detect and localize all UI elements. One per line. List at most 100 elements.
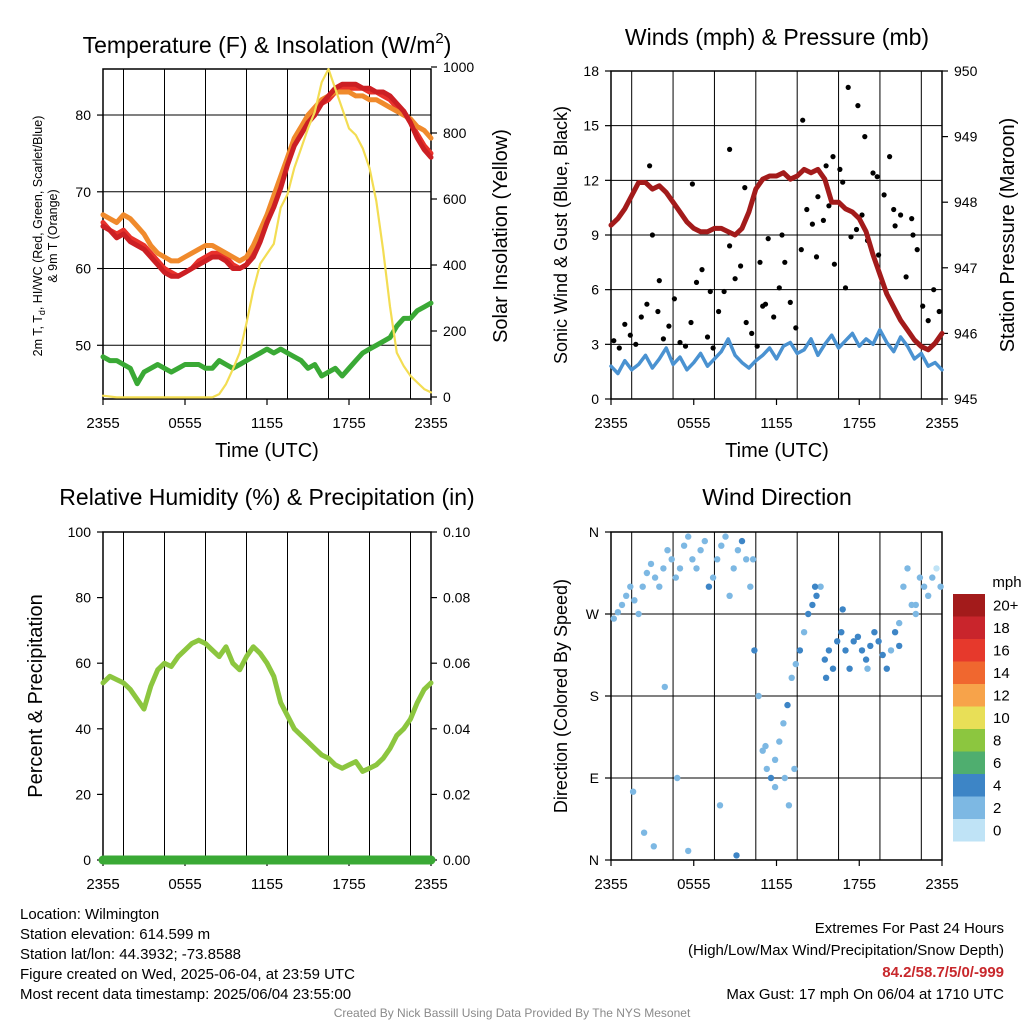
wind-direction-point [809,601,816,609]
wind-direction-point [623,592,630,599]
winds-panel: 2355 0555 1155 1755 2355 0 3 6 9 12 15 18 945 946 947 9… [551,24,1019,462]
temperature-ylabel-line2: & 9m T (Orange) [46,189,60,282]
gust-point [671,296,678,302]
wind-direction-point [651,574,659,581]
gust-point [815,194,821,200]
wind-direction-point [680,542,688,549]
gust-point [798,247,804,253]
y-tick-label-right: 0.00 [443,852,470,868]
wind-direction-point [850,638,857,645]
gust-point [910,232,916,238]
ylabel-subscript: d [37,310,47,315]
wind-direction-point [676,565,684,572]
gust-point [936,308,942,315]
y-tick-label-right: 947 [954,260,978,276]
wind-direction-point [788,674,795,681]
y-tick-label-right: 946 [954,325,978,341]
gust-point [820,217,827,223]
temperature-series-line [100,300,434,387]
wind-direction-point [839,606,846,613]
wind-direction-point [716,802,724,809]
gust-point [809,221,816,227]
wind-direction-point [661,683,668,691]
wind-direction-point [864,665,871,672]
wind-direction-point [916,574,924,581]
gust-point [633,341,639,347]
wind-direction-point [771,756,779,763]
ylabel-part: , HI/WC (Red, Green, Scarlet/Blue) [31,116,45,311]
y-tick-label: 60 [75,655,91,671]
wind-direction-point [929,574,936,581]
gust-point [649,232,656,238]
gust-point [754,343,760,349]
gust-point [771,314,777,320]
gust-point [743,319,749,326]
wind-direction-point [776,738,783,745]
wind-direction-point [821,656,828,663]
colorbar-swatch [953,729,985,752]
wind-direction-point [743,556,750,563]
wind-direction-point [650,843,657,850]
gust-point [804,206,810,213]
gust-point [655,308,661,315]
y-tick-label-right: 200 [443,323,467,339]
wind-direction-point [660,565,667,572]
wind-direction-point [639,583,646,590]
wind-direction-point [722,533,729,540]
gust-point [862,134,868,140]
wind-direction-point [842,647,849,654]
wind-direction-point [749,556,757,563]
y-tick-label: 50 [75,337,91,353]
wind-direction-point [887,647,895,654]
x-tick-label: 1755 [843,876,876,893]
title-superscript: 2 [435,30,443,47]
wind-direction-point [767,774,775,782]
colorbar-swatch [953,706,985,729]
y-tick-label: 18 [583,63,599,79]
y-tick-label: N [589,852,599,868]
wind-direction-point [627,583,634,590]
station-latlon: Station lat/lon: 44.3932; -73.8588 [20,946,242,963]
y-tick-label: 100 [68,524,92,540]
wind-direction-point [933,565,940,572]
y-tick-label: 9 [591,227,599,243]
y-tick-label-right: 0 [443,389,451,405]
y-tick-label: 80 [75,107,91,123]
wind-speed-line [609,328,944,376]
gust-point [931,287,937,293]
colorbar-label: 6 [993,755,1001,772]
wind-direction-point [871,629,878,636]
wind-direction-point [689,556,696,563]
wind-direction-point [811,583,819,590]
wind-direction-point [635,610,642,618]
gust-point [782,259,788,265]
gust-point [677,339,683,346]
x-tick-label: 2355 [925,876,958,893]
gust-point [892,223,898,229]
wind-direction-point [813,592,820,599]
gust-point [666,323,672,329]
gust-point [837,166,843,172]
wind-direction-point [875,638,882,645]
colorbar-swatch [953,819,985,842]
y-tick-label-right: 950 [954,63,978,79]
wind-direction-point [755,692,762,700]
gust-point [842,285,849,291]
credit-line: Created By Nick Bassill Using Data Provi… [333,1006,691,1020]
wind-direction-point [879,651,886,659]
gust-point [611,338,617,344]
extremes-subtitle: (High/Low/Max Wind/Precipitation/Snow De… [688,942,1004,959]
wind-direction-point [817,583,824,590]
wind-direction-point [937,583,944,590]
gust-point [710,345,716,351]
gust-point [776,285,782,291]
wind-direction-point [784,701,791,709]
gust-point [787,299,793,305]
y-tick-label-right: 400 [443,257,467,273]
y-tick-label: 3 [591,336,599,352]
gust-point [845,84,851,90]
gust-point [920,303,926,309]
x-tick-label: 0555 [677,415,710,432]
wind-direction-point [867,642,874,650]
gust-point [831,261,838,267]
